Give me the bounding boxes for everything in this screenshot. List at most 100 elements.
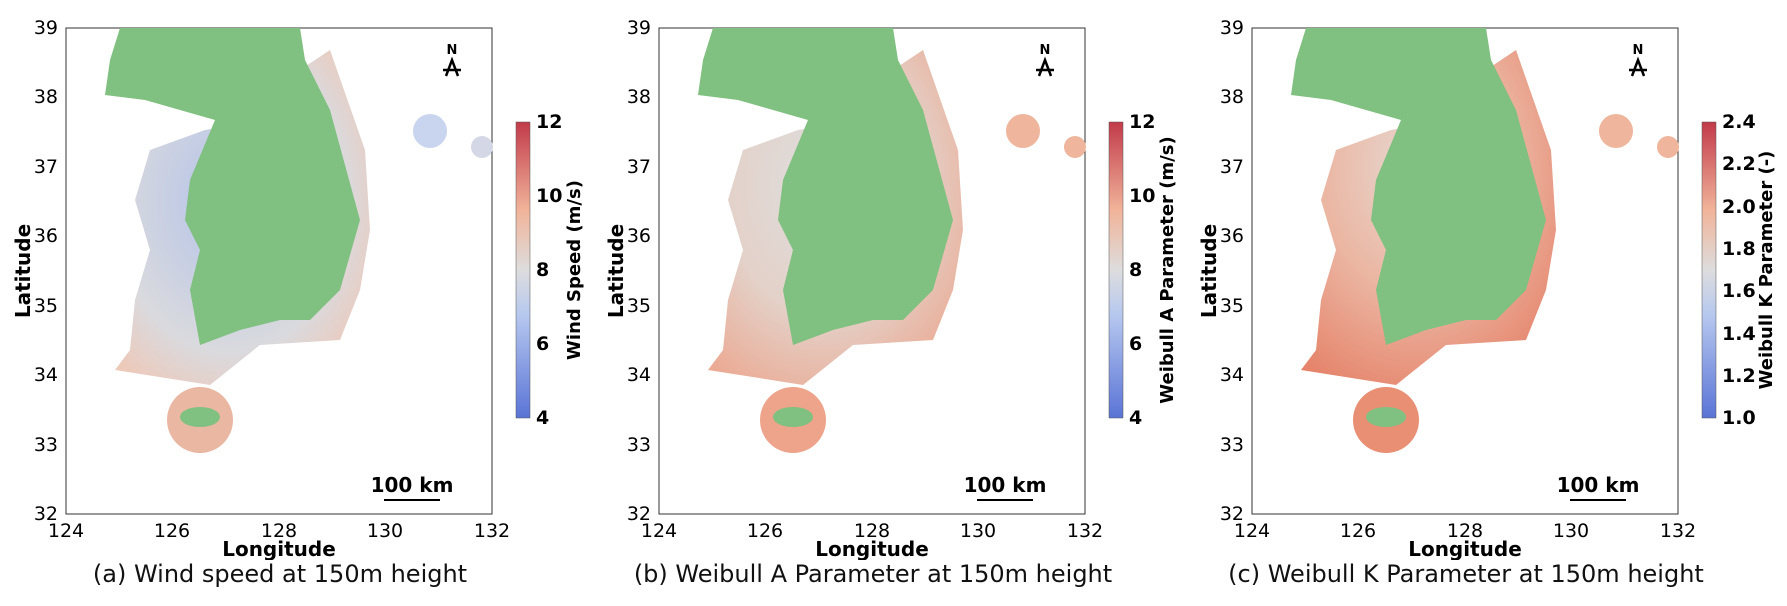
- y-tick-labels: 39 38 37 36 35 34 33 32: [34, 17, 58, 525]
- panel-caption: (c) Weibull K Parameter at 150m height: [1228, 560, 1704, 588]
- x-tick-labels: 124 126 128 130 132: [1234, 520, 1696, 542]
- panel-weibull-k: 124 126 128 130 132 39 38 37 36 35 34 33…: [1186, 0, 1781, 606]
- svg-text:128: 128: [1447, 520, 1483, 542]
- land-korea: [105, 28, 360, 345]
- svg-text:33: 33: [1220, 434, 1244, 456]
- svg-text:1.2: 1.2: [1722, 365, 1756, 387]
- svg-text:2.2: 2.2: [1722, 153, 1756, 175]
- svg-text:132: 132: [1660, 520, 1696, 542]
- map-figure: 124 126 128 130 132 39 38 37 36 35 34 33…: [1197, 17, 1777, 560]
- x-tick-labels: 124 126 128 130 132: [48, 520, 510, 542]
- colorbar: [1108, 121, 1124, 419]
- sea-dokdo: [1064, 136, 1086, 158]
- svg-text:39: 39: [1220, 17, 1244, 39]
- svg-text:12: 12: [1129, 111, 1155, 133]
- panel-caption: (b) Weibull A Parameter at 150m height: [633, 560, 1113, 588]
- svg-text:126: 126: [747, 520, 783, 542]
- north-arrow-icon: N: [1629, 43, 1647, 77]
- scale-bar-label: 100 km: [371, 473, 454, 497]
- scale-bar-label: 100 km: [964, 473, 1047, 497]
- svg-text:2.4: 2.4: [1722, 111, 1756, 133]
- svg-text:130: 130: [960, 520, 996, 542]
- land-korea: [698, 28, 953, 345]
- svg-text:39: 39: [627, 17, 651, 39]
- land-jeju: [1366, 407, 1406, 427]
- svg-text:33: 33: [627, 434, 651, 456]
- svg-text:38: 38: [1220, 86, 1244, 108]
- colorbar-ticks: 4 6 8 10 12: [1129, 111, 1155, 429]
- panel-caption: (a) Wind speed at 150m height: [92, 560, 468, 588]
- svg-text:N: N: [1040, 43, 1051, 58]
- svg-text:37: 37: [627, 156, 651, 178]
- y-axis-label: Latitude: [11, 224, 35, 318]
- svg-text:126: 126: [1340, 520, 1376, 542]
- x-tick-labels: 124 126 128 130 132: [641, 520, 1103, 542]
- y-tick-labels: 39 38 37 36 35 34 33 32: [627, 17, 651, 525]
- svg-text:128: 128: [854, 520, 890, 542]
- svg-text:4: 4: [1129, 407, 1142, 429]
- sea-ulleung: [1006, 114, 1040, 148]
- svg-text:1.6: 1.6: [1722, 280, 1756, 302]
- y-axis-label: Latitude: [1197, 224, 1221, 318]
- colorbar-ticks: 4 6 8 10 12: [536, 111, 562, 429]
- sea-ulleung: [413, 114, 447, 148]
- svg-text:8: 8: [536, 259, 549, 281]
- svg-text:2.0: 2.0: [1722, 196, 1756, 218]
- svg-text:124: 124: [48, 520, 84, 542]
- svg-text:124: 124: [1234, 520, 1270, 542]
- y-axis-label: Latitude: [604, 224, 628, 318]
- svg-text:37: 37: [1220, 156, 1244, 178]
- x-axis-label: Longitude: [222, 537, 336, 560]
- panel-wind-speed: 124 126 128 130 132 39 38 37 36 35 34 33…: [0, 0, 595, 606]
- x-axis-label: Longitude: [1408, 537, 1522, 560]
- svg-text:32: 32: [34, 503, 58, 525]
- colorbar-label: Weibull K Parameter (-): [1756, 151, 1777, 390]
- svg-text:37: 37: [34, 156, 58, 178]
- y-tick-labels: 39 38 37 36 35 34 33 32: [1220, 17, 1244, 525]
- svg-text:126: 126: [154, 520, 190, 542]
- svg-text:4: 4: [536, 407, 549, 429]
- x-axis-label: Longitude: [815, 537, 929, 560]
- colorbar: [515, 121, 531, 419]
- svg-text:10: 10: [1129, 185, 1155, 207]
- svg-text:38: 38: [34, 86, 58, 108]
- colorbar-label: Wind Speed (m/s): [564, 180, 585, 360]
- svg-text:35: 35: [1220, 295, 1244, 317]
- colorbar: [1701, 121, 1717, 419]
- svg-text:36: 36: [34, 225, 58, 247]
- svg-text:34: 34: [1220, 364, 1244, 386]
- svg-text:6: 6: [1129, 333, 1142, 355]
- svg-text:35: 35: [34, 295, 58, 317]
- svg-text:34: 34: [627, 364, 651, 386]
- land-korea: [1291, 28, 1546, 345]
- svg-text:36: 36: [1220, 225, 1244, 247]
- svg-text:130: 130: [367, 520, 403, 542]
- svg-text:12: 12: [536, 111, 562, 133]
- svg-text:124: 124: [641, 520, 677, 542]
- svg-text:36: 36: [627, 225, 651, 247]
- svg-text:8: 8: [1129, 259, 1142, 281]
- sea-dokdo: [471, 136, 493, 158]
- svg-text:1.8: 1.8: [1722, 238, 1756, 260]
- svg-text:10: 10: [536, 185, 562, 207]
- svg-text:132: 132: [1067, 520, 1103, 542]
- svg-text:1.0: 1.0: [1722, 407, 1756, 429]
- north-arrow-icon: N: [443, 43, 461, 77]
- svg-text:39: 39: [34, 17, 58, 39]
- svg-text:34: 34: [34, 364, 58, 386]
- sea-dokdo: [1657, 136, 1679, 158]
- svg-text:33: 33: [34, 434, 58, 456]
- svg-text:N: N: [447, 43, 458, 58]
- map-figure: 124 126 128 130 132 39 38 37 36 35 34 33…: [11, 17, 585, 560]
- land-jeju: [180, 407, 220, 427]
- colorbar-label: Weibull A Parameter (m/s): [1157, 136, 1178, 403]
- svg-text:N: N: [1633, 43, 1644, 58]
- sea-ulleung: [1599, 114, 1633, 148]
- svg-text:32: 32: [1220, 503, 1244, 525]
- north-arrow-icon: N: [1036, 43, 1054, 77]
- map-figure: 124 126 128 130 132 39 38 37 36 35 34 33…: [604, 17, 1178, 560]
- svg-text:128: 128: [261, 520, 297, 542]
- svg-text:38: 38: [627, 86, 651, 108]
- svg-text:32: 32: [627, 503, 651, 525]
- land-jeju: [773, 407, 813, 427]
